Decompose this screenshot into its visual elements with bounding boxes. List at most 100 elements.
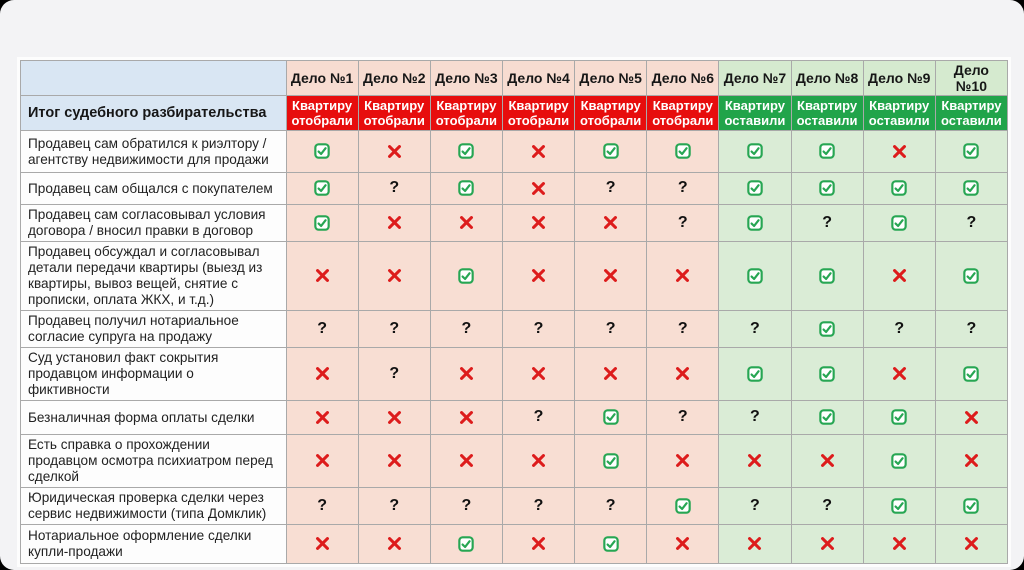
cross-icon [963,409,980,426]
cross-icon [602,214,619,231]
cell-cross-r6-c6 [646,347,720,401]
outcome-badge-4: Квартиру отобрали [501,95,576,131]
check-icon [457,179,475,197]
cross-icon [386,452,403,469]
cross-icon [674,267,691,284]
cross-icon [530,143,547,160]
cell-question-r5-c4: ? [501,310,576,348]
question-icon: ? [822,213,832,231]
cross-icon [314,452,331,469]
cell-question-r7-c7: ? [718,400,792,435]
cross-icon [891,267,908,284]
cross-icon [386,409,403,426]
criterion-row: Юридическая проверка сделки через сервис… [20,487,1009,525]
cell-check-r10-c3 [429,524,503,564]
cell-question-r9-c5: ? [574,487,648,525]
cross-icon [314,409,331,426]
check-icon [313,179,331,197]
cell-cross-r4-c2 [357,241,431,311]
cell-question-r9-c4: ? [501,487,576,525]
cell-check-r4-c8 [790,241,864,311]
cross-icon [530,365,547,382]
cell-check-r1-c5 [574,130,648,173]
cell-cross-r10-c8 [790,524,864,564]
outcome-badge-9: Квартиру оставили [862,95,936,131]
cell-question-r7-c6: ? [646,400,720,435]
cell-cross-r4-c6 [646,241,720,311]
check-icon [818,267,836,285]
cell-cross-r6-c9 [862,347,936,401]
check-icon [818,142,836,160]
outcome-badge-3: Квартиру отобрали [429,95,503,131]
cell-check-r3-c7 [718,204,792,242]
cell-check-r1-c6 [646,130,720,173]
question-icon: ? [389,319,400,337]
check-icon [457,535,475,553]
cell-cross-r8-c8 [790,434,864,488]
cross-icon [386,535,403,552]
cell-cross-r10-c4 [501,524,576,564]
cell-question-r5-c2: ? [357,310,431,348]
cell-check-r6-c8 [790,347,864,401]
cell-question-r2-c6: ? [646,172,720,205]
check-icon [602,142,620,160]
cell-cross-r7-c3 [429,400,503,435]
cell-check-r5-c8 [790,310,864,348]
cell-cross-r10-c6 [646,524,720,564]
cross-icon [674,452,691,469]
case-header-2: Дело №2 [357,60,431,96]
cell-cross-r1-c2 [357,130,431,173]
outcome-badge-5: Квартиру отобрали [574,95,648,131]
check-icon [962,365,980,383]
cell-cross-r3-c4 [501,204,576,242]
cross-icon [891,143,908,160]
check-icon [818,408,836,426]
case-header-9: Дело №9 [862,60,936,96]
case-header-6: Дело №6 [646,60,720,96]
cell-cross-r6-c4 [501,347,576,401]
question-icon: ? [605,496,616,514]
criterion-label-10: Нотариальное оформление сделки купли-про… [20,524,287,564]
cell-check-r2-c10 [934,172,1009,205]
case-header-10: Дело №10 [934,60,1009,96]
check-icon [313,142,331,160]
cell-cross-r2-c4 [501,172,576,205]
cross-icon [746,452,763,469]
criterion-label-8: Есть справка о прохождении продавцом осм… [20,434,287,488]
cell-check-r8-c9 [862,434,936,488]
check-icon [602,535,620,553]
cross-icon [386,214,403,231]
cell-question-r2-c5: ? [574,172,648,205]
question-icon: ? [750,408,760,426]
cell-check-r9-c10 [934,487,1009,525]
cell-cross-r10-c2 [357,524,431,564]
question-icon: ? [750,496,760,514]
cell-question-r9-c8: ? [790,487,864,525]
cell-cross-r4-c5 [574,241,648,311]
question-icon: ? [461,319,472,337]
cell-check-r2-c9 [862,172,936,205]
cell-check-r2-c1 [285,172,359,205]
cross-icon [530,452,547,469]
check-icon [746,267,764,285]
question-icon: ? [389,496,400,514]
cell-check-r3-c1 [285,204,359,242]
cross-icon [458,214,475,231]
criterion-label-1: Продавец сам обратился к риэлтору / аген… [20,130,287,173]
cell-cross-r8-c7 [718,434,792,488]
check-icon [890,452,908,470]
check-icon [890,214,908,232]
cell-question-r7-c4: ? [501,400,576,435]
question-icon: ? [533,319,544,337]
cell-cross-r8-c2 [357,434,431,488]
cell-check-r1-c8 [790,130,864,173]
check-icon [457,267,475,285]
check-icon [746,142,764,160]
case-header-5: Дело №5 [574,60,648,96]
case-header-8: Дело №8 [790,60,864,96]
question-icon: ? [389,179,400,197]
cell-cross-r10-c9 [862,524,936,564]
question-icon: ? [750,319,760,337]
check-icon [746,214,764,232]
outcome-badge-2: Квартиру отобрали [357,95,431,131]
